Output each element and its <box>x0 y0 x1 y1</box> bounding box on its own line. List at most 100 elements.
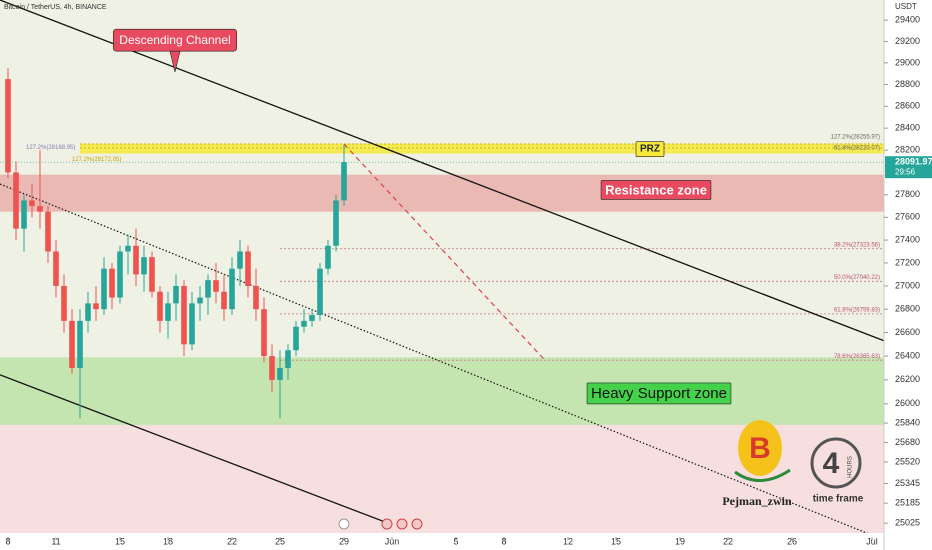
candle-body <box>277 367 283 380</box>
x-tick-label: 8 <box>5 536 10 546</box>
x-tick-label: 15 <box>611 536 621 546</box>
x-tick-label: 29 <box>339 536 349 546</box>
candle-body <box>21 200 27 229</box>
fib-label: 38.2%(27323.56) <box>834 242 880 248</box>
y-tick-label: 25520 <box>895 456 920 466</box>
candle-body <box>229 268 235 310</box>
fib-label: 50.0%(27040.22) <box>834 275 880 281</box>
x-tick-label: 8 <box>501 536 506 546</box>
fib-label: 127.2%(28188.95) <box>26 145 75 151</box>
candle-body <box>45 211 51 252</box>
logo-mark: B <box>749 432 771 465</box>
candle-body <box>165 303 171 321</box>
candle-body <box>213 280 219 292</box>
hours: HOURS <box>848 456 854 478</box>
y-tick-label: 27600 <box>895 212 920 222</box>
y-tick-label: 27000 <box>895 280 920 290</box>
candle-body <box>341 162 347 201</box>
fib-label: 127.2%(28172.05) <box>72 157 121 163</box>
candle-body <box>301 320 307 327</box>
candle-body <box>37 206 43 212</box>
zone-label: PRZ <box>640 144 660 155</box>
y-tick-label: 26400 <box>895 351 920 361</box>
author: Pejman_zwin <box>722 494 792 508</box>
x-tick-label: 11 <box>51 536 60 546</box>
x-tick-label: 22 <box>227 536 237 546</box>
fib-label: 61.8%(28220.07) <box>834 146 880 152</box>
price-axis-bg <box>884 0 932 550</box>
timeframe: 4 <box>823 447 840 480</box>
y-tick-label: 29200 <box>895 36 920 46</box>
y-tick-label: 28400 <box>895 123 920 133</box>
candle-body <box>13 172 19 229</box>
candle-body <box>53 251 59 286</box>
x-tick-label: 15 <box>115 536 125 546</box>
candle-body <box>245 251 251 286</box>
candle-body <box>133 245 139 275</box>
candle-body <box>189 303 195 345</box>
x-tick-label: 19 <box>675 536 685 546</box>
lower-bg <box>0 424 884 540</box>
candle-body <box>237 251 243 269</box>
y-tick-label: 26800 <box>895 304 920 314</box>
candle-body <box>197 297 203 304</box>
time-axis-bg <box>0 533 884 550</box>
x-tick-label: Jun <box>385 536 400 546</box>
y-tick-label: 25680 <box>895 437 920 447</box>
y-tick-label: 29400 <box>895 14 920 24</box>
candle-body <box>325 245 331 269</box>
candle-body <box>101 268 107 310</box>
fib-label: 61.8%(26759.83) <box>834 307 880 313</box>
logo-leaf <box>734 468 791 482</box>
x-tick-label: 12 <box>563 536 573 546</box>
timeframe-caption: time frame <box>813 494 864 505</box>
y-tick-label: 28200 <box>895 145 920 155</box>
x-tick-label: 5 <box>453 536 458 546</box>
x-tick-label: 26 <box>787 536 797 546</box>
candle-body <box>141 257 147 275</box>
candle-body <box>181 285 187 345</box>
candle-body <box>117 251 123 298</box>
candle-body <box>309 315 315 321</box>
candle-body <box>253 285 259 310</box>
icon[interactable] <box>338 518 350 530</box>
candle-body <box>261 309 267 357</box>
zone <box>0 357 884 425</box>
clock <box>810 437 862 489</box>
logo <box>738 420 782 476</box>
candle-body <box>149 257 155 292</box>
zone <box>0 174 884 212</box>
y-tick-label: 26000 <box>895 398 920 408</box>
candle-body <box>293 326 299 351</box>
trend-line <box>343 143 546 361</box>
candle-body <box>5 79 11 173</box>
trend-line <box>0 0 885 342</box>
x-tick-label: 25 <box>275 536 285 546</box>
candle-body <box>125 245 131 252</box>
y-tick-label: 29000 <box>895 57 920 67</box>
channel-label: Descending Channel <box>119 33 230 47</box>
zone-label-box <box>586 382 732 405</box>
y-tick-label: 27200 <box>895 257 920 267</box>
y-tick-label: 28600 <box>895 101 920 111</box>
zone-label: Resistance zone <box>605 182 707 197</box>
countdown: 29:56 <box>895 167 916 176</box>
toolbar-icons[interactable] <box>338 518 423 530</box>
y-tick-label: 26600 <box>895 327 920 337</box>
x-tick-label: Jul <box>866 536 878 546</box>
zone <box>80 143 884 154</box>
trend-line <box>0 374 386 523</box>
candle-body <box>61 285 67 321</box>
candle-body <box>285 350 291 368</box>
x-tick-label: 22 <box>723 536 733 546</box>
candle-body <box>85 303 91 321</box>
fib-label: 127.2%(28255.97) <box>831 135 880 141</box>
candle-body <box>317 268 323 316</box>
icon[interactable] <box>381 518 393 530</box>
candle-body <box>173 285 179 304</box>
y-tick-label: 28800 <box>895 79 920 89</box>
icon[interactable] <box>396 518 408 530</box>
zone-label: Heavy Support zone <box>591 385 727 402</box>
zone-label-box <box>600 180 712 200</box>
icon[interactable] <box>411 518 423 530</box>
